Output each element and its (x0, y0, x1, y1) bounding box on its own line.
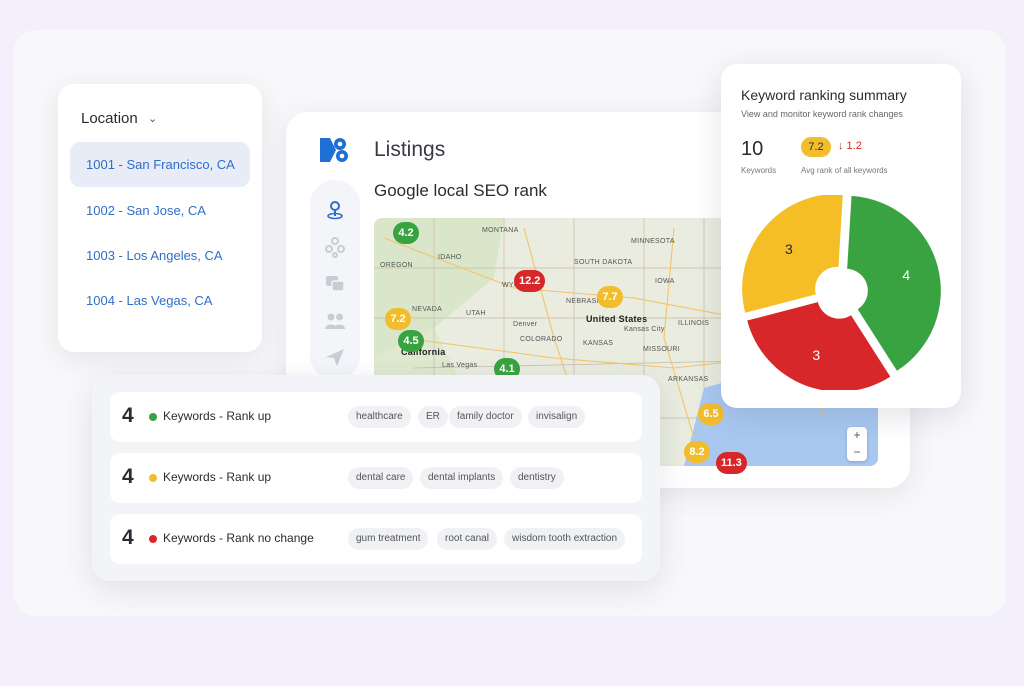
keyword-tag[interactable]: wisdom tooth extraction (504, 528, 626, 550)
status-dot (149, 474, 157, 482)
keyword-count: 4 (122, 465, 134, 488)
pie-slice-green (847, 195, 941, 371)
map-label: IDAHO (438, 254, 462, 261)
map-rank-pin[interactable]: 4.1 (494, 358, 520, 380)
keyword-tag[interactable]: ER (418, 406, 448, 428)
map-label: NEVADA (412, 306, 443, 313)
map-label: MISSOURI (643, 346, 681, 353)
map-rank-pin[interactable]: 7.7 (597, 286, 623, 308)
map-label: California (401, 347, 446, 357)
status-dot (149, 535, 157, 543)
keyword-rank-label: Keywords - Rank up (163, 409, 272, 423)
locations-icon[interactable] (323, 235, 347, 259)
map-label: IOWA (655, 278, 675, 285)
keyword-rank-label: Keywords - Rank up (163, 470, 272, 484)
summary-subtitle: View and monitor keyword rank changes (741, 109, 903, 119)
map-zoom-control: + − (847, 427, 867, 461)
map-label: OREGON (380, 262, 413, 269)
keyword-total-label: Keywords (741, 166, 777, 175)
keyword-tag[interactable]: dental care (348, 467, 414, 489)
pie-slice-label: 3 (785, 241, 793, 257)
keyword-tag[interactable]: dental implants (420, 467, 504, 489)
location-item[interactable]: 1002 - San Jose, CA (86, 203, 206, 218)
chat-icon[interactable] (323, 272, 347, 296)
avg-rank-change: ↓ 1.2 (838, 140, 862, 152)
send-icon[interactable] (323, 345, 347, 369)
location-card (58, 84, 262, 352)
avg-rank-badge: 7.2 (801, 137, 831, 157)
map-rank-pin[interactable]: 7.2 (385, 308, 411, 330)
pie-slice-yellow (742, 195, 843, 313)
location-item[interactable]: 1004 - Las Vegas, CA (86, 293, 213, 308)
summary-title: Keyword ranking summary (741, 87, 907, 103)
keyword-rank-row[interactable]: 4 Keywords - Rank no change gum treatmen… (110, 514, 642, 564)
keyword-count: 4 (122, 526, 134, 549)
keyword-tag[interactable]: gum treatment (348, 528, 429, 550)
map-rank-pin[interactable]: 4.2 (393, 222, 419, 244)
map-label: KANSAS (583, 340, 614, 347)
status-dot (149, 413, 157, 421)
keyword-rank-label: Keywords - Rank no change (163, 531, 314, 545)
pie-slice-red (747, 302, 891, 390)
zoom-out-button[interactable]: − (853, 445, 861, 459)
location-dropdown-label[interactable]: Location (81, 110, 138, 127)
pie-slice-label: 3 (812, 347, 820, 363)
keyword-tag[interactable]: healthcare (348, 406, 411, 428)
people-icon[interactable] (323, 309, 347, 333)
pie-slice-label: 4 (902, 267, 910, 283)
location-item[interactable]: 1001 - San Francisco, CA (70, 142, 250, 187)
keyword-count: 4 (122, 404, 134, 427)
map-section-title: Google local SEO rank (374, 181, 547, 200)
map-rank-pin[interactable]: 12.2 (514, 270, 546, 292)
keyword-rank-row[interactable]: 4 Keywords - Rank up healthcare ER famil… (110, 392, 642, 442)
brand-logo-icon (320, 138, 348, 162)
map-label: COLORADO (520, 336, 563, 343)
map-rank-pin[interactable]: 8.2 (684, 441, 710, 463)
avg-rank-label: Avg rank of all keywords (801, 166, 888, 175)
keyword-total: 10 (741, 138, 764, 160)
map-label: Denver (513, 321, 538, 328)
map-label: NEBRASKA (566, 298, 607, 305)
map-label: United States (586, 314, 648, 324)
keyword-tag[interactable]: invisalign (528, 406, 586, 428)
map-label: Las Vegas (442, 362, 478, 369)
listings-title: Listings (374, 138, 446, 161)
zoom-in-button[interactable]: + (853, 428, 861, 442)
keyword-rank-pie-chart: 4 3 3 (742, 195, 941, 390)
map-rank-pin[interactable]: 4.5 (398, 330, 424, 352)
map-label: ILLINOIS (678, 320, 710, 327)
map-label: MINNESOTA (631, 238, 675, 245)
map-label: Kansas City (624, 326, 665, 333)
chevron-down-icon[interactable]: ⌄ (148, 113, 158, 125)
map-pin-icon[interactable] (323, 197, 347, 221)
keyword-tag[interactable]: family doctor (449, 406, 522, 428)
location-item[interactable]: 1003 - Los Angeles, CA (86, 248, 223, 263)
keyword-tag[interactable]: root canal (437, 528, 497, 550)
keyword-rank-row[interactable]: 4 Keywords - Rank up dental care dental … (110, 453, 642, 503)
map-label: ARKANSAS (668, 376, 709, 383)
map-rank-pin[interactable]: 6.5 (698, 403, 724, 425)
map-label: UTAH (466, 310, 486, 317)
map-label: SOUTH DAKOTA (574, 259, 633, 266)
map-rank-pin[interactable]: 11.3 (716, 452, 747, 474)
keyword-tag[interactable]: dentistry (510, 467, 564, 489)
map-label: MONTANA (482, 227, 519, 234)
